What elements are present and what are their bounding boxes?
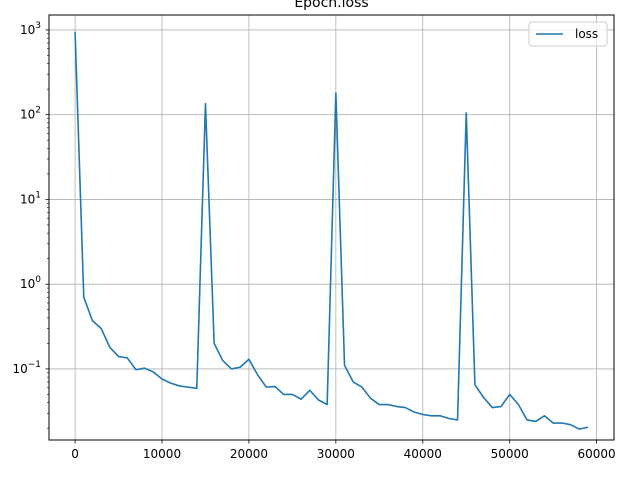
x-tick-label: 20000 — [230, 447, 268, 461]
legend: loss — [528, 21, 608, 47]
grid — [49, 15, 614, 440]
x-axis-ticks: 0 10000 20000 30000 40000 50000 60000 — [71, 440, 616, 461]
x-tick-label: 50000 — [491, 447, 529, 461]
plot-frame — [48, 14, 615, 441]
y-tick-label: 102 — [20, 106, 41, 122]
x-tick-label: 40000 — [404, 447, 442, 461]
y-tick-label: 100 — [20, 275, 41, 291]
y-axis-ticks: 10−1 100 101 102 103 — [12, 21, 49, 429]
series-line-loss — [74, 31, 589, 430]
y-tick-label: 103 — [20, 21, 41, 37]
y-tick-label: 101 — [20, 190, 41, 206]
x-tick-label: 60000 — [578, 447, 616, 461]
x-tick-label: 30000 — [317, 447, 355, 461]
legend-label: loss — [575, 27, 598, 41]
y-tick-label: 10−1 — [12, 360, 41, 376]
x-tick-label: 0 — [71, 447, 79, 461]
x-tick-label: 10000 — [143, 447, 181, 461]
series-layer — [74, 31, 589, 430]
legend-frame — [528, 21, 608, 47]
chart-title: Epoch.loss — [294, 0, 368, 11]
